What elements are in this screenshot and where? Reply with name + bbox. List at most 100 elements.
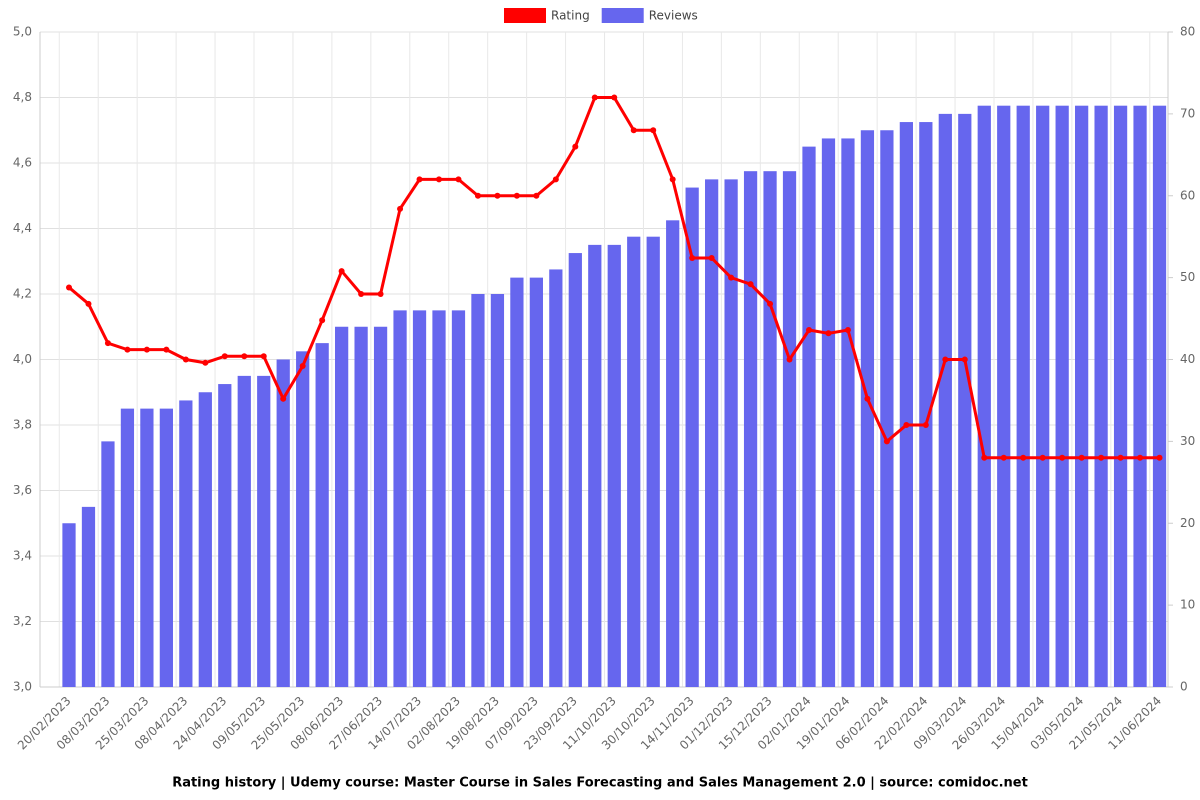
y-tick-label: 4,0 <box>13 352 32 366</box>
bar <box>432 310 446 687</box>
bar <box>860 130 875 687</box>
rating-point <box>708 254 715 261</box>
rating-point <box>299 363 306 370</box>
bar <box>782 171 797 687</box>
y2-tick-label: 0 <box>1180 680 1188 694</box>
bar <box>977 105 991 687</box>
bar <box>451 310 466 687</box>
bar <box>1036 105 1050 687</box>
bar <box>276 359 290 687</box>
y2-tick-label: 10 <box>1180 598 1195 612</box>
rating-point <box>883 438 890 445</box>
bar <box>140 408 154 687</box>
rating-point <box>552 176 559 183</box>
bar <box>1133 105 1147 687</box>
rating-point <box>650 127 657 134</box>
bar <box>938 113 952 687</box>
legend-swatch <box>504 8 546 23</box>
y-tick-label: 4,4 <box>13 221 32 235</box>
bar <box>296 351 310 687</box>
rating-point <box>864 395 871 402</box>
rating-point <box>786 356 793 363</box>
y-tick-label: 4,2 <box>13 287 32 301</box>
bar <box>373 326 388 687</box>
y-tick-label: 3,8 <box>13 418 32 432</box>
bar <box>841 138 855 687</box>
rating-point <box>163 346 170 353</box>
bar <box>763 171 777 687</box>
bar <box>1152 105 1167 687</box>
bar <box>257 375 271 687</box>
bar <box>685 187 699 687</box>
bar <box>588 244 602 687</box>
rating-point <box>397 205 404 212</box>
rating-point <box>494 192 501 199</box>
rating-point <box>260 353 267 360</box>
y-tick-label: 3,6 <box>13 483 32 497</box>
bar <box>705 179 719 687</box>
bar <box>919 122 933 687</box>
bar <box>179 400 193 687</box>
y2-tick-label: 60 <box>1180 188 1195 202</box>
rating-point <box>416 176 423 183</box>
bar <box>315 343 329 687</box>
bar <box>354 326 368 687</box>
rating-point <box>455 176 462 183</box>
rating-point <box>844 327 851 334</box>
bar <box>62 523 76 687</box>
y-tick-label: 4,6 <box>13 156 32 170</box>
bar <box>510 277 524 687</box>
bar <box>743 171 758 687</box>
y2-tick-label: 50 <box>1180 270 1195 284</box>
legend-swatch <box>601 8 644 23</box>
rating-point <box>961 356 968 363</box>
bar <box>101 441 115 687</box>
rating-point <box>182 356 189 363</box>
bar <box>997 105 1011 687</box>
y2-tick-label: 80 <box>1180 25 1195 39</box>
bar <box>393 310 407 687</box>
rating-point <box>338 268 345 275</box>
bar <box>607 244 621 687</box>
bar <box>821 138 836 687</box>
rating-point <box>85 300 92 307</box>
bar <box>724 179 738 687</box>
bar <box>412 310 427 687</box>
rating-point <box>202 359 209 366</box>
rating-point <box>942 356 949 363</box>
rating-point <box>474 192 481 199</box>
rating-point <box>280 395 287 402</box>
rating-point <box>806 327 812 334</box>
rating-point <box>728 274 735 281</box>
rating-point <box>747 281 754 288</box>
y-tick-label: 4,8 <box>13 90 32 104</box>
y-tick-label: 3,4 <box>13 549 32 563</box>
rating-point <box>143 346 150 353</box>
rating-point <box>591 94 598 101</box>
rating-point <box>1117 454 1124 461</box>
rating-point <box>1156 454 1163 461</box>
bar <box>1113 105 1128 687</box>
rating-point <box>533 192 540 199</box>
bar <box>1055 105 1069 687</box>
rating-point <box>611 94 618 101</box>
rating-point <box>1137 454 1144 461</box>
bar <box>899 122 913 687</box>
bar <box>646 236 660 687</box>
bar <box>568 253 582 687</box>
rating-point <box>124 346 131 353</box>
rating-point <box>1059 454 1066 461</box>
rating-point <box>1078 454 1085 461</box>
bar <box>880 130 894 687</box>
bar <box>490 294 505 687</box>
bar <box>218 384 232 687</box>
bar <box>471 294 485 687</box>
bar <box>529 277 543 687</box>
legend-label: Rating <box>551 9 590 23</box>
chart-title: Rating history | Udemy course: Master Co… <box>172 776 1028 791</box>
bar <box>627 236 641 687</box>
rating-point <box>572 143 579 150</box>
rating-point <box>689 254 696 261</box>
rating-point <box>377 291 384 297</box>
